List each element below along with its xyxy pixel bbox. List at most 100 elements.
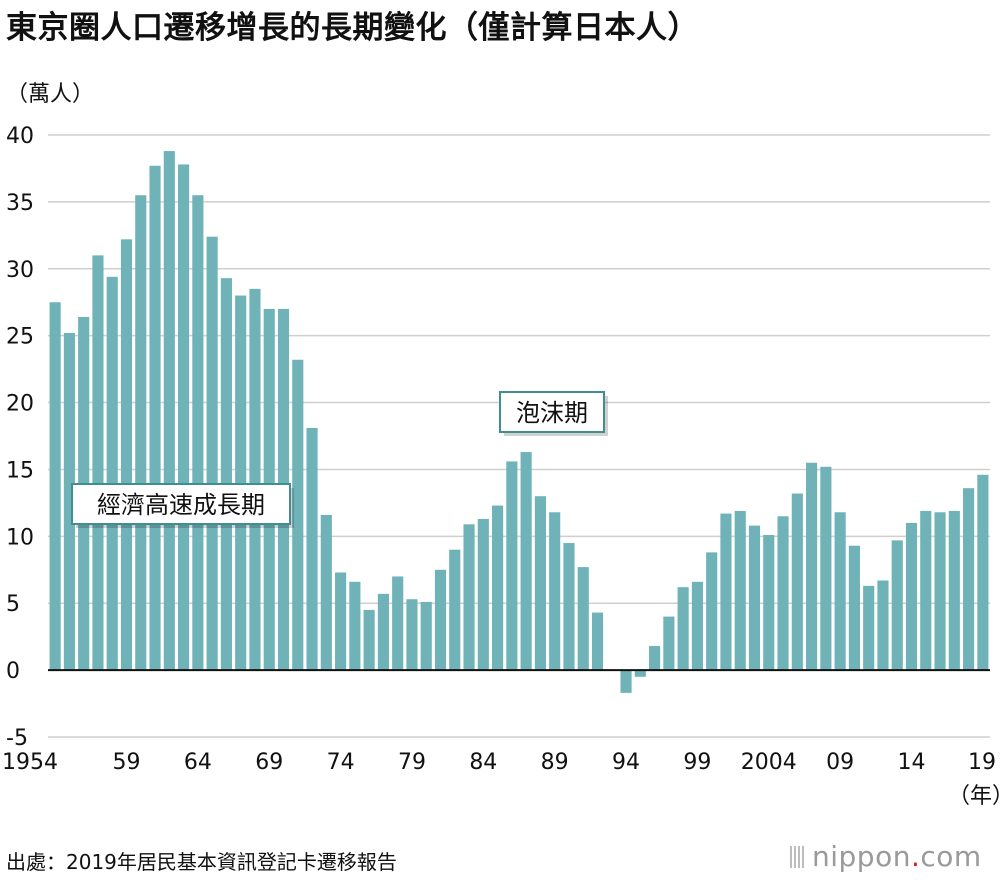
annotation-box [499, 391, 605, 433]
x-tick-label: 89 [541, 750, 569, 775]
bar-1957 [92, 255, 104, 671]
logo-tld: com [920, 840, 982, 873]
bar-1967 [235, 295, 247, 671]
bar-2016 [934, 512, 946, 671]
bar-2008 [820, 466, 832, 671]
x-tick-label: 09 [826, 750, 854, 775]
gridlines [48, 134, 990, 738]
bar-1995 [634, 670, 646, 677]
bar-2004 [763, 534, 775, 671]
bar-2018 [963, 488, 975, 671]
bar-1973 [320, 514, 332, 671]
bar-1954 [49, 302, 61, 671]
bar-1982 [449, 549, 461, 671]
bar-2000 [706, 552, 718, 671]
x-tick-label: 59 [113, 750, 141, 775]
bar-1955 [63, 332, 75, 671]
bar-1975 [349, 581, 361, 671]
bar-1980 [420, 601, 432, 671]
y-axis-unit: （萬人） [6, 82, 95, 107]
bar-1989 [549, 512, 561, 671]
bar-1974 [335, 572, 347, 671]
bar-1959 [120, 239, 133, 671]
logo-bars-icon [790, 845, 806, 868]
chart-title: 東京圈人口遷移增長的長期變化（僅計算日本人） [6, 10, 699, 46]
bar-2012 [877, 580, 889, 671]
x-tick-label: 1954 [2, 750, 58, 775]
y-tick-label: 10 [6, 525, 34, 550]
logo-dot: . [910, 840, 921, 873]
bar-2010 [848, 545, 860, 671]
bar-1988 [534, 496, 546, 671]
bar-1992 [591, 612, 604, 671]
nippon-logo[interactable]: nippon. com [790, 840, 982, 873]
bar-2006 [791, 493, 803, 671]
bar-2013 [891, 540, 903, 671]
bar-1984 [477, 518, 489, 671]
x-axis-unit: （年） [948, 784, 1000, 809]
bar-1963 [178, 164, 190, 671]
y-tick-label: -5 [6, 726, 28, 751]
x-tick-label: 99 [683, 750, 711, 775]
bar-2007 [806, 462, 818, 671]
y-tick-label: 40 [6, 124, 34, 149]
bar-1966 [220, 278, 232, 671]
bar-2011 [863, 585, 875, 671]
bar-2009 [834, 512, 846, 671]
bar-2003 [748, 525, 761, 671]
x-tick-label: 79 [398, 750, 426, 775]
x-tick-label: 69 [255, 750, 283, 775]
bar-1987 [520, 452, 532, 671]
annotation-bubble-period: 泡沫期 [499, 391, 608, 436]
bar-1998 [677, 587, 689, 671]
bar-1996 [649, 646, 661, 671]
y-tick-label: 0 [6, 659, 20, 684]
y-tick-label: 20 [6, 392, 34, 417]
bar-1979 [406, 599, 418, 671]
y-tick-label: 30 [6, 258, 34, 283]
bar-1997 [663, 616, 675, 671]
bar-1962 [163, 151, 175, 671]
bar-1981 [434, 569, 447, 671]
x-tick-label: 2004 [741, 750, 797, 775]
bar-1991 [577, 567, 589, 671]
annotation-label: 經濟高速成長期 [97, 491, 265, 519]
x-tick-label: 84 [469, 750, 497, 775]
bar-1972 [306, 427, 318, 671]
bar-1990 [563, 543, 575, 671]
annotation-label: 泡沫期 [516, 399, 588, 427]
y-tick-label: 25 [6, 325, 34, 350]
bar-1994 [620, 670, 632, 693]
bar-1986 [506, 461, 518, 671]
x-tick-label: 19 [968, 750, 996, 775]
bar-2019 [977, 474, 989, 671]
y-tick-label: 5 [6, 592, 20, 617]
bar-1976 [363, 609, 375, 671]
x-tick-label: 14 [898, 750, 926, 775]
bar-2014 [905, 522, 918, 671]
annotations: 經濟高速成長期 泡沫期 [71, 391, 608, 528]
source-note: 出處：2019年居民基本資訊登記卡遷移報告 [6, 850, 397, 874]
annotation-high-growth-period: 經濟高速成長期 [71, 483, 294, 528]
bar-2001 [720, 513, 732, 671]
bar-1977 [377, 593, 389, 671]
bar-1978 [392, 576, 404, 671]
x-tick-label: 64 [184, 750, 212, 775]
bar-2015 [920, 510, 932, 671]
bar-1968 [249, 288, 261, 671]
bar-1999 [691, 581, 703, 671]
bar-2002 [734, 510, 746, 671]
y-tick-label: 35 [6, 191, 34, 216]
bar-1985 [492, 505, 504, 671]
x-tick-label: 94 [612, 750, 640, 775]
bar-1965 [206, 236, 218, 671]
y-tick-label: 15 [6, 458, 34, 483]
bar-2005 [777, 516, 789, 671]
bar-1964 [192, 195, 204, 671]
bar-1958 [106, 276, 118, 671]
annotation-box [71, 483, 291, 525]
x-tick-label: 74 [327, 750, 355, 775]
bar-2017 [948, 510, 960, 671]
y-tick-labels: 40 35 30 25 20 15 10 5 0 -5 [6, 124, 34, 751]
